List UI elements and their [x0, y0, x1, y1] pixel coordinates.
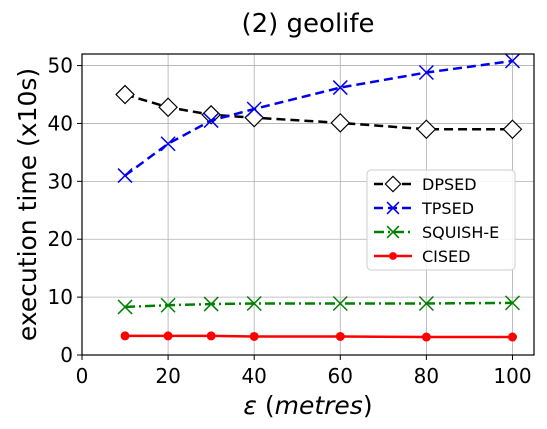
data-point	[502, 119, 523, 140]
x-tick-label: 80	[414, 364, 439, 388]
data-point	[421, 332, 431, 342]
x-axis-label-symbol: ε	[243, 391, 257, 420]
legend-entry: CISED	[374, 247, 470, 266]
legend-label: TPSED	[421, 199, 474, 218]
data-point	[206, 331, 216, 341]
data-point	[386, 201, 400, 215]
series-dpsed	[115, 84, 523, 140]
series-line	[124, 301, 513, 309]
data-point	[507, 332, 517, 342]
data-point	[418, 295, 434, 312]
y-axis-label: execution time (x10s)	[13, 68, 42, 341]
data-point	[201, 104, 221, 125]
data-point	[504, 53, 521, 69]
data-point	[120, 331, 130, 341]
plot-frame	[81, 53, 535, 356]
x-tick-label: 100	[493, 364, 531, 388]
series-squish-e	[117, 295, 521, 315]
data-point	[117, 299, 133, 315]
x-axis: 0 20 40 60 80 100	[76, 355, 532, 388]
data-point	[384, 175, 402, 193]
legend: DPSED TPSED SQUISH-E CISED	[366, 169, 516, 271]
series-cised	[120, 331, 517, 342]
series-line	[125, 334, 513, 339]
data-point	[335, 331, 345, 341]
y-tick-label: 40	[48, 111, 73, 135]
data-point	[158, 97, 178, 118]
data-point	[160, 136, 176, 152]
legend-box	[366, 169, 516, 271]
data-point	[332, 295, 348, 312]
x-tick-label: 40	[241, 364, 266, 388]
y-tick-label: 50	[48, 54, 73, 78]
legend-label: CISED	[422, 247, 470, 266]
legend-label: SQUISH-E	[422, 223, 499, 242]
series-tpsed	[117, 53, 521, 184]
series-line	[124, 59, 513, 177]
x-axis-label-unit: metres	[275, 391, 363, 420]
data-point	[246, 295, 262, 312]
x-axis-label: ε (metres)	[243, 391, 372, 420]
y-tick-label: 0	[60, 343, 73, 367]
data-point	[249, 331, 259, 341]
series-group	[115, 53, 523, 342]
data-point	[504, 295, 521, 311]
chart-title: (2) geolife	[241, 9, 374, 39]
legend-entry: DPSED	[374, 175, 477, 194]
data-point	[160, 297, 176, 313]
y-tick-label: 30	[48, 169, 73, 193]
data-point	[330, 113, 351, 133]
data-point	[117, 168, 133, 184]
data-point	[416, 119, 437, 140]
x-tick-label: 20	[155, 364, 180, 388]
data-point	[203, 113, 219, 129]
data-point	[389, 252, 397, 260]
y-axis: 0 10 20 30 40 50	[48, 54, 82, 367]
x-tick-label: 0	[76, 364, 89, 388]
x-tick-label: 60	[328, 364, 353, 388]
data-point	[203, 296, 219, 312]
data-point	[115, 84, 135, 105]
legend-label: DPSED	[422, 175, 477, 194]
data-point	[332, 80, 348, 96]
legend-entry: TPSED	[374, 199, 474, 218]
data-point	[246, 101, 262, 117]
data-point	[386, 225, 400, 239]
y-tick-label: 20	[48, 227, 73, 251]
data-point	[163, 331, 173, 341]
series-line	[124, 93, 513, 131]
data-point	[418, 64, 434, 81]
legend-entry: SQUISH-E	[374, 223, 499, 242]
y-tick-label: 10	[48, 285, 73, 309]
